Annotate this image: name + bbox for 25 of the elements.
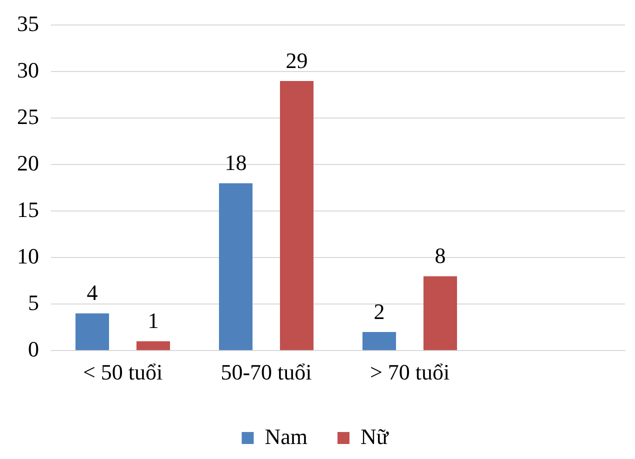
y-tick-label: 10 xyxy=(17,243,39,268)
bar xyxy=(75,313,110,350)
y-tick-label: 30 xyxy=(17,57,39,82)
bar xyxy=(136,341,170,350)
bar xyxy=(218,183,253,350)
y-tick-label: 20 xyxy=(17,150,39,176)
data-label: 29 xyxy=(286,48,308,73)
bar xyxy=(280,80,314,350)
y-tick-label: 25 xyxy=(17,104,39,129)
y-tick-label: 5 xyxy=(28,290,39,315)
x-tick-label: < 50 tuổi xyxy=(82,360,163,385)
legend-label: Nam xyxy=(264,424,308,449)
x-tick-label: > 70 tuổi xyxy=(370,360,450,385)
bar xyxy=(423,276,458,350)
x-tick-label: 50-70 tuổi xyxy=(220,360,312,385)
legend-label: Nữ xyxy=(360,424,390,449)
data-label: 18 xyxy=(224,150,247,176)
y-tick-label: 0 xyxy=(28,336,39,362)
data-label: 8 xyxy=(434,243,446,268)
y-tick-label: 35 xyxy=(17,10,39,36)
data-label: 4 xyxy=(86,280,98,306)
data-label: 1 xyxy=(148,308,159,334)
bar xyxy=(362,332,396,350)
y-tick-label: 15 xyxy=(17,196,39,222)
data-label: 2 xyxy=(374,298,385,324)
